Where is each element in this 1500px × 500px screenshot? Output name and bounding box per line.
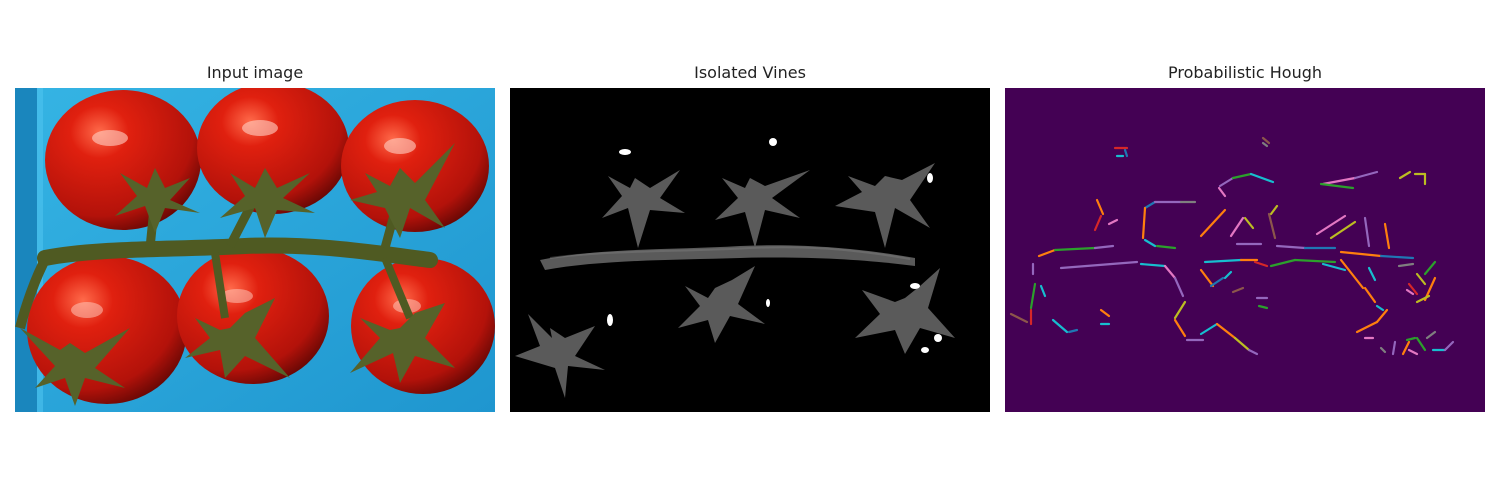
panel-title-isolated-vines: Isolated Vines	[694, 63, 806, 82]
input-image-graphic	[15, 88, 495, 412]
panel-title-input-image: Input image	[206, 63, 304, 82]
isolated-vines-graphic	[510, 88, 990, 412]
isolated-vines-image	[510, 88, 990, 412]
input-image	[15, 88, 495, 412]
probabilistic-hough-image	[1005, 88, 1485, 412]
probabilistic-hough-graphic	[1005, 88, 1485, 412]
panel-title-probabilistic-hough: Probabilistic Hough	[1167, 63, 1323, 82]
